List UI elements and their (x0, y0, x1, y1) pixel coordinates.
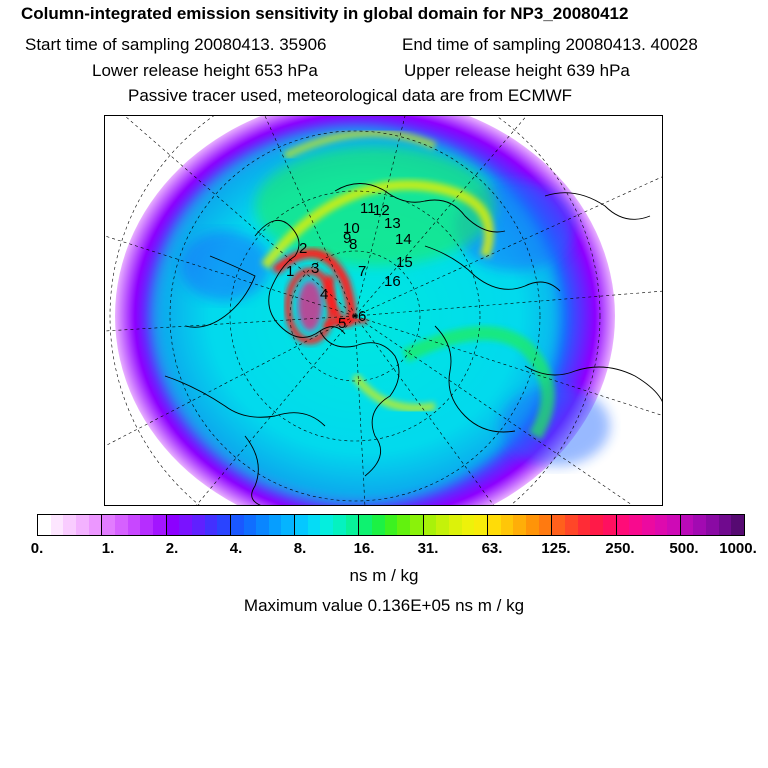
colorbar-cell (256, 515, 269, 535)
field-green-band (255, 146, 495, 266)
colorbar-cell (268, 515, 282, 535)
trajectory-label: 1 (286, 263, 294, 280)
trajectory-label: 8 (349, 236, 357, 253)
colorbar-cell (654, 515, 668, 535)
colorbar-cell (422, 515, 437, 535)
trajectory-labels: 1 2 3 4 5 6 7 8 9 10 11 12 13 14 15 16 (286, 200, 413, 332)
trajectory-label: 13 (384, 215, 401, 232)
trajectory-label: 5 (338, 315, 346, 332)
colorbar-cell (693, 515, 707, 535)
colorbar-cell (564, 515, 578, 535)
colorbar-cell (706, 515, 719, 535)
lower-height: Lower release height 653 hPa (92, 61, 318, 80)
colorbar-tick-label: 8. (293, 540, 307, 557)
colorbar-tick-label: 250. (605, 540, 635, 557)
sensitivity-map: 1 2 3 4 5 6 7 8 9 10 11 12 13 14 15 16 (104, 115, 663, 506)
colorbar-cell (333, 515, 346, 535)
colorbar-cell (243, 515, 257, 535)
colorbar-tick-label: 125. (541, 540, 571, 557)
start-time: Start time of sampling 20080413. 35906 (25, 35, 327, 54)
colorbar-cell (500, 515, 514, 535)
colorbar-cell (152, 515, 166, 535)
coastlines (164, 183, 662, 505)
colorbar-cell (358, 515, 373, 535)
colorbar-cell (641, 515, 655, 535)
graticule (105, 116, 662, 505)
trajectory-label: 6 (358, 308, 366, 325)
colorbar-cell (229, 515, 244, 535)
colorbar-cell (191, 515, 205, 535)
colorbar-tick-label: 0. (30, 540, 44, 557)
trajectory-label: 11 (360, 200, 376, 217)
colorbar-cell (179, 515, 192, 535)
colorbar-cell (474, 515, 487, 535)
colorbar-cell (217, 515, 230, 535)
colorbar-cell (410, 515, 423, 535)
colorbar-units: ns m / kg (349, 566, 419, 585)
colorbar-cell (461, 515, 475, 535)
colorbar-cell (384, 515, 398, 535)
trajectory-label: 7 (358, 263, 366, 280)
colorbar-cell (718, 515, 732, 535)
trajectory-label: 2 (299, 240, 307, 257)
colorbar-tick-label: 2. (165, 540, 179, 557)
trajectory-label: 3 (311, 260, 319, 277)
colorbar-cell (320, 515, 334, 535)
trajectory-label: 16 (384, 273, 401, 290)
colorbar-tick-label: 16. (353, 540, 375, 557)
colorbar (37, 514, 745, 536)
colorbar-cell (513, 515, 526, 535)
trajectory-label: 12 (373, 202, 390, 219)
colorbar-tick-label: 500. (669, 540, 699, 557)
colorbar-cell (731, 515, 745, 535)
trajectory-label: 15 (396, 254, 413, 271)
colorbar-cell (165, 515, 180, 535)
end-time: End time of sampling 20080413. 40028 (402, 35, 698, 54)
colorbar-cell (38, 515, 51, 535)
colorbar-tick-label: 1000. (719, 540, 757, 557)
upper-height: Upper release height 639 hPa (404, 61, 630, 80)
colorbar-cell (629, 515, 642, 535)
colorbar-cell (372, 515, 385, 535)
colorbar-cell (88, 515, 102, 535)
title-text: Column-integrated emission sensitivity i… (21, 4, 629, 23)
trajectory-label: 4 (320, 286, 328, 303)
colorbar-tick-label: 63. (481, 540, 503, 557)
colorbar-tick-label: 31. (417, 540, 439, 557)
colorbar-cell (602, 515, 616, 535)
trajectory-label: 10 (343, 220, 360, 237)
colorbar-cell (114, 515, 128, 535)
colorbar-cell (486, 515, 501, 535)
colorbar-cell (436, 515, 449, 535)
map-canvas: 1 2 3 4 5 6 7 8 9 10 11 12 13 14 15 16 (105, 116, 662, 505)
colorbar-cell (294, 515, 308, 535)
field-yellow-band (261, 180, 494, 270)
maximum-value: Maximum value 0.136E+05 ns m / kg (243, 596, 525, 615)
colorbar-cell (204, 515, 218, 535)
colorbar-cell (75, 515, 89, 535)
tracer-note-text: Passive tracer used, meteorological data… (128, 86, 573, 105)
colorbar-cell (50, 515, 64, 535)
colorbar-cell (127, 515, 141, 535)
colorbar-cell (101, 515, 115, 535)
colorbar-cell (397, 515, 411, 535)
colorbar-cell (667, 515, 680, 535)
colorbar-cell (538, 515, 552, 535)
colorbar-cell (307, 515, 321, 535)
colorbar-cell (63, 515, 76, 535)
colorbar-cell (281, 515, 295, 535)
colorbar-cell (551, 515, 565, 535)
colorbar-cell (679, 515, 694, 535)
colorbar-cell (590, 515, 603, 535)
colorbar-cell (449, 515, 462, 535)
colorbar-cell (615, 515, 630, 535)
colorbar-cell (577, 515, 591, 535)
colorbar-cell (345, 515, 359, 535)
colorbar-cell (525, 515, 539, 535)
trajectory-label: 14 (395, 231, 412, 248)
colorbar-tick-label: 1. (101, 540, 115, 557)
colorbar-cell (140, 515, 153, 535)
colorbar-tick-label: 4. (229, 540, 243, 557)
trajectory-label: 9 (343, 230, 351, 247)
